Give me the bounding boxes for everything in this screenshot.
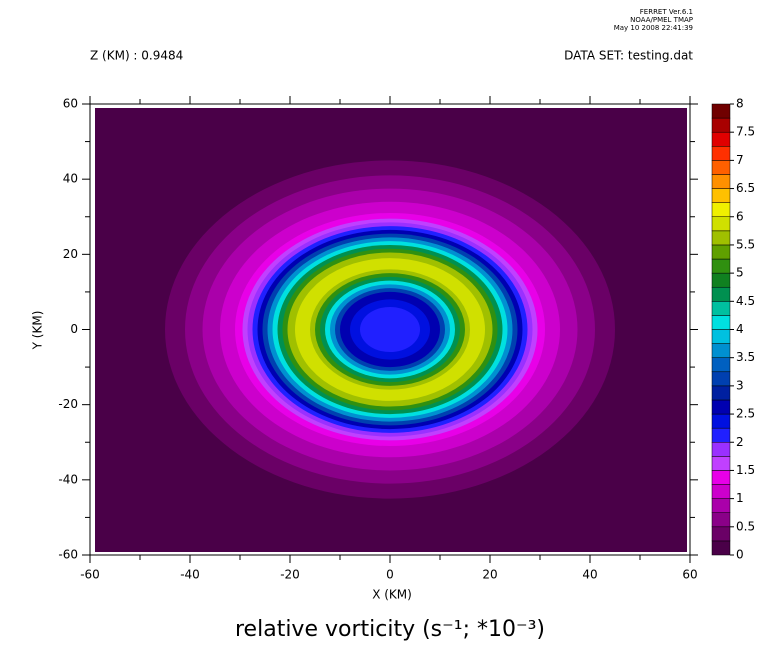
date: May 10 2008 22:41:39 <box>614 24 693 32</box>
colorbar-swatch <box>711 329 731 344</box>
colorbar-swatch <box>711 357 731 373</box>
y-tick-label: 20 <box>63 247 78 261</box>
colorbar-swatch <box>711 244 731 260</box>
colorbar-swatch <box>711 160 731 175</box>
x-tick-label: 60 <box>682 568 697 582</box>
z-label: Z (KM) : 0.9484 <box>90 49 183 63</box>
colorbar-label: 6 <box>736 209 744 223</box>
colorbar-label: 3.5 <box>736 350 755 364</box>
colorbar-swatch <box>711 498 731 513</box>
colorbar-swatch <box>711 343 731 358</box>
y-axis-label: Y (KM) <box>31 311 45 351</box>
colorbar-swatch <box>711 103 731 119</box>
y-tick-label: -60 <box>58 548 78 562</box>
colorbar-swatch <box>711 456 731 471</box>
x-tick-label: -40 <box>180 568 200 582</box>
chart-title: relative vorticity (s⁻¹; *10⁻³) <box>235 617 545 642</box>
colorbar-swatch <box>711 286 731 302</box>
colorbar-swatch <box>711 258 731 274</box>
colorbar-label: 0.5 <box>736 519 755 533</box>
x-axis-label: X (KM) <box>372 588 412 602</box>
colorbar-label: 0 <box>736 548 744 562</box>
colorbar-swatch <box>711 540 731 556</box>
x-tick-label: -60 <box>80 568 100 582</box>
colorbar-swatch <box>711 146 731 161</box>
program: FERRET Ver.6.1 <box>640 8 693 16</box>
y-tick-label: 60 <box>63 97 78 111</box>
colorbar-swatch <box>711 315 731 330</box>
dataset: DATA SET: testing.dat <box>564 49 693 63</box>
colorbar-label: 4 <box>736 322 744 336</box>
x-tick-label: 0 <box>386 568 394 582</box>
y-tick-label: -20 <box>58 397 78 411</box>
colorbar-swatch <box>711 188 731 203</box>
colorbar-label: 7.5 <box>736 125 755 139</box>
y-tick-label: 40 <box>63 172 78 186</box>
x-tick-label: 20 <box>482 568 497 582</box>
y-tick-label: -40 <box>58 472 78 486</box>
colorbar-label: 5.5 <box>736 237 755 251</box>
colorbar-swatch <box>711 202 731 217</box>
colorbar-label: 4.5 <box>736 294 755 308</box>
colorbar-label: 1 <box>736 491 744 505</box>
colorbar-label: 2.5 <box>736 407 755 421</box>
colorbar-swatch <box>711 385 731 401</box>
colorbar-swatch <box>711 301 731 316</box>
colorbar-swatch <box>711 399 731 415</box>
colorbar-label: 5 <box>736 266 744 280</box>
colorbar-swatch <box>711 117 731 133</box>
colorbar-swatch <box>711 174 731 189</box>
colorbar-label: 2 <box>736 435 744 449</box>
colorbar-swatch <box>711 427 731 443</box>
colorbar-swatch <box>711 526 731 542</box>
x-tick-label: 40 <box>582 568 597 582</box>
contour-fill <box>360 306 420 353</box>
colorbar-label: 3 <box>736 378 744 392</box>
colorbar-swatch <box>711 470 731 485</box>
colorbar-swatch <box>711 371 731 387</box>
y-tick-label: 0 <box>70 322 78 336</box>
colorbar-label: 8 <box>736 97 744 111</box>
colorbar-swatch <box>711 512 731 528</box>
colorbar-label: 1.5 <box>736 463 755 477</box>
colorbar-swatch <box>711 216 731 232</box>
colorbar-swatch <box>711 484 731 499</box>
colorbar-swatch <box>711 272 731 288</box>
x-tick-label: -20 <box>280 568 300 582</box>
colorbar-swatch <box>711 413 731 429</box>
colorbar-label: 6.5 <box>736 181 755 195</box>
colorbar-swatch <box>711 230 731 246</box>
colorbar-swatch <box>711 442 731 457</box>
colorbar-label: 7 <box>736 153 744 167</box>
colorbar-swatch <box>711 131 731 147</box>
institution: NOAA/PMEL TMAP <box>630 16 693 24</box>
